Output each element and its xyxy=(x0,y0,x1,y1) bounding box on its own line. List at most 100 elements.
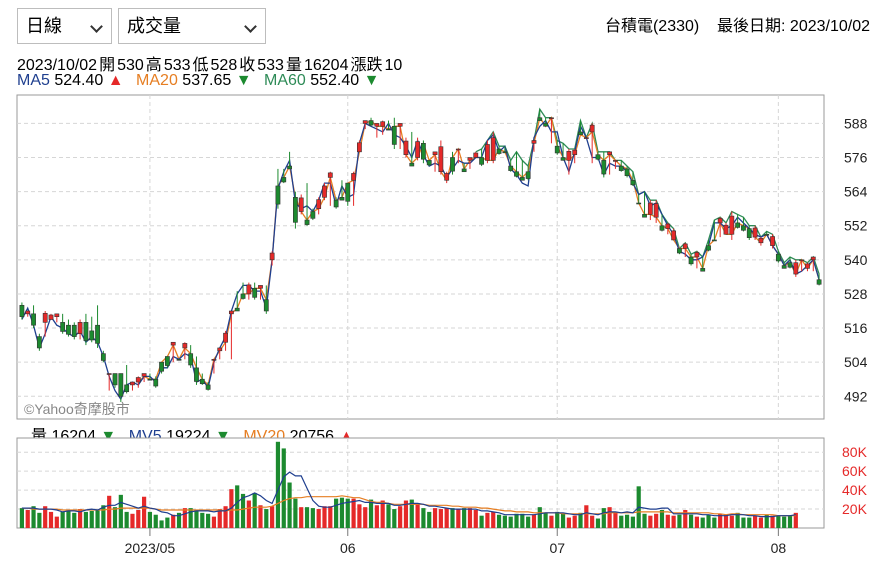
candle-body xyxy=(19,305,25,317)
candle-body xyxy=(514,171,519,177)
volume-bar xyxy=(89,510,94,528)
volume-tick-label: 60K xyxy=(842,463,868,479)
candle xyxy=(700,257,706,272)
candle-body xyxy=(711,239,717,242)
candle xyxy=(519,160,525,181)
candle-body xyxy=(170,341,176,346)
ma5-legend: MA5 524.40 ▲ xyxy=(17,72,124,89)
close-label: 收 xyxy=(239,57,256,74)
volume-bar xyxy=(171,514,176,528)
candle-body xyxy=(182,343,188,349)
candle xyxy=(159,361,164,374)
candle xyxy=(537,109,543,121)
volume-bar xyxy=(246,500,251,528)
volume-bar xyxy=(526,516,531,528)
candle-body xyxy=(723,224,729,235)
volume-bar xyxy=(700,517,705,528)
candle-body xyxy=(287,165,292,170)
volume-bar xyxy=(485,512,490,528)
volume-bar xyxy=(25,510,30,528)
volume-bar xyxy=(462,508,467,528)
low-label: 低 xyxy=(192,57,209,74)
volume-bar xyxy=(287,482,292,528)
candle-body xyxy=(135,377,141,383)
candle xyxy=(525,166,531,181)
candle-body xyxy=(258,285,263,289)
candle xyxy=(816,274,822,286)
candle xyxy=(304,183,310,226)
candle xyxy=(508,160,514,172)
candle-body xyxy=(415,141,420,158)
candle-body xyxy=(490,137,496,161)
volume-bar xyxy=(194,510,199,528)
indicator-select[interactable]: 成交量 xyxy=(118,8,266,44)
candle xyxy=(613,160,618,169)
volume-bar xyxy=(159,520,164,528)
volume-bar xyxy=(217,509,222,528)
volume-bar xyxy=(223,506,228,528)
candle-body xyxy=(758,237,764,244)
candle-body xyxy=(735,222,741,228)
high-value: 533 xyxy=(163,57,191,74)
volume-bar xyxy=(782,516,787,528)
volume-bar xyxy=(107,495,112,528)
volume-bar xyxy=(729,515,734,528)
last-date-label: 最後日期: xyxy=(717,18,786,35)
candle xyxy=(118,373,124,402)
volume-bar xyxy=(182,508,187,528)
candle-body xyxy=(293,197,298,223)
open-label: 開 xyxy=(99,57,116,74)
candle-body xyxy=(502,151,508,154)
candle xyxy=(694,251,700,269)
price-tick-label: 528 xyxy=(844,286,868,302)
volume-bar xyxy=(211,516,217,528)
x-tick-label: 08 xyxy=(771,540,787,556)
candle-body xyxy=(450,157,455,172)
candle-body xyxy=(66,324,71,335)
candle xyxy=(147,373,153,381)
candle-body xyxy=(281,177,287,183)
candle xyxy=(322,183,327,201)
candle xyxy=(514,151,519,178)
candle-body xyxy=(455,148,461,151)
price-tick-label: 576 xyxy=(844,150,868,166)
volume-bar xyxy=(590,515,595,528)
volume-tick-label: 20K xyxy=(842,501,868,517)
period-select[interactable]: 日線 xyxy=(17,8,112,44)
candle xyxy=(19,302,25,320)
candle-body xyxy=(362,120,368,124)
candle-body xyxy=(653,203,659,218)
candle xyxy=(100,350,106,363)
volume-bar xyxy=(752,515,758,528)
candle xyxy=(630,171,636,186)
candle xyxy=(199,373,205,385)
candle-body xyxy=(397,123,403,127)
volume-bar xyxy=(758,517,763,528)
volume-bar xyxy=(677,514,682,528)
volume-bar xyxy=(619,515,624,528)
candle-body xyxy=(607,151,613,155)
change-value: 10 xyxy=(384,57,403,74)
volume-tick-label: 40K xyxy=(842,482,868,498)
volume-bar xyxy=(491,511,496,528)
candle xyxy=(170,341,176,363)
candle-body xyxy=(83,322,89,341)
volume-bar xyxy=(392,509,397,528)
volume-bar xyxy=(235,485,240,528)
candle xyxy=(269,251,275,266)
volume-bar xyxy=(630,516,635,528)
candle-body xyxy=(805,263,810,269)
candle-body xyxy=(589,124,595,133)
ma5-value: 524.40 xyxy=(54,72,104,89)
candle-body xyxy=(572,149,578,155)
candle-body xyxy=(752,227,758,238)
volume-bar xyxy=(240,493,246,528)
candle-body xyxy=(519,177,525,181)
close-value: 533 xyxy=(257,57,284,74)
candle xyxy=(316,197,322,215)
price-tick-label: 492 xyxy=(844,388,868,404)
volume-bar xyxy=(432,508,438,528)
volume-bar xyxy=(368,499,374,528)
volume-bar xyxy=(566,517,571,528)
